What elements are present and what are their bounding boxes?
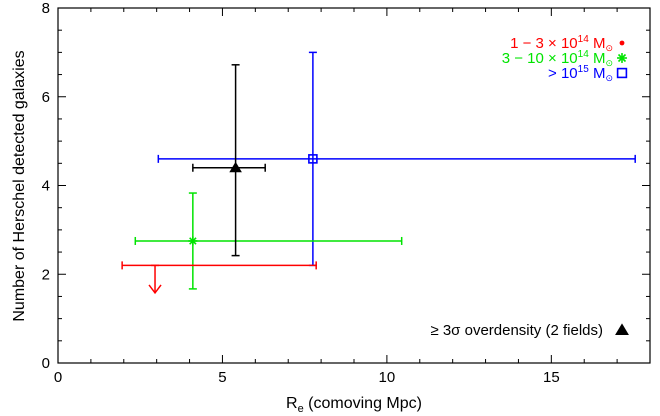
x-tick-label: 10 [379,369,396,386]
legend-label-unit-subscript: ⊙ [605,58,613,68]
x-axis-ticks: 0 5 10 15 [54,8,651,386]
legend-label-unit-subscript: ⊙ [605,73,613,83]
legend-label: 1 − 3 × 1014 M⊙ [510,34,613,53]
x-axis-label-subscript: e [298,403,304,415]
x-tick-label: 15 [543,369,560,386]
x-tick-label: 0 [54,369,62,386]
legend-label: 3 − 10 × 1014 M⊙ [502,49,613,68]
y-axis-label: Number of Herschel detected galaxies [11,50,28,321]
legend-label-main: 1 − 3 × 10 [510,35,578,52]
legend-label: ≥ 3σ overdensity (2 fields) [430,322,603,339]
x-axis-label-rest: (comoving Mpc) [304,395,422,412]
y-tick-label: 8 [42,0,50,17]
y-tick-label: 4 [42,178,50,195]
legend-label-unit: M [589,35,606,52]
asterisk-stroke [617,53,627,63]
legend-label: > 1015 M⊙ [548,64,613,83]
series-triangle [192,64,266,257]
x-tick-label: 5 [218,369,226,386]
series-square [157,51,636,267]
asterisk-marker [617,53,627,63]
legend-label-exponent: 14 [578,49,590,60]
y-tick-label: 6 [42,89,50,106]
square-marker [308,154,318,164]
y-axis-ticks: 0 2 4 6 8 [42,0,650,372]
asterisk-marker [188,236,198,246]
legend-label-unit-subscript: ⊙ [605,43,613,53]
y-tick-label: 0 [42,355,50,372]
legend-label-unit: M [589,65,606,82]
x-axis-label: Re (comoving Mpc) [286,395,422,415]
y-tick-label: 2 [42,266,50,283]
legend-label-main: > 10 [548,65,578,82]
asterisk-stroke [189,237,197,245]
legend-label-exponent: 14 [578,34,590,45]
legend: 1 − 3 × 1014 M⊙3 − 10 × 1014 M⊙> 1015 M⊙… [430,34,629,339]
legend-label-exponent: 15 [578,64,590,75]
series-asterisk [134,192,403,290]
square-marker [616,67,628,79]
series-layer [121,51,636,295]
series-dot [121,261,317,295]
triangle-marker [229,161,242,173]
dot-marker [619,40,625,46]
triangle-marker [615,323,629,335]
upper-limit-arrowhead [148,284,162,295]
legend-label-unit: M [589,50,606,67]
legend-label-main: 3 − 10 × 10 [502,50,578,67]
